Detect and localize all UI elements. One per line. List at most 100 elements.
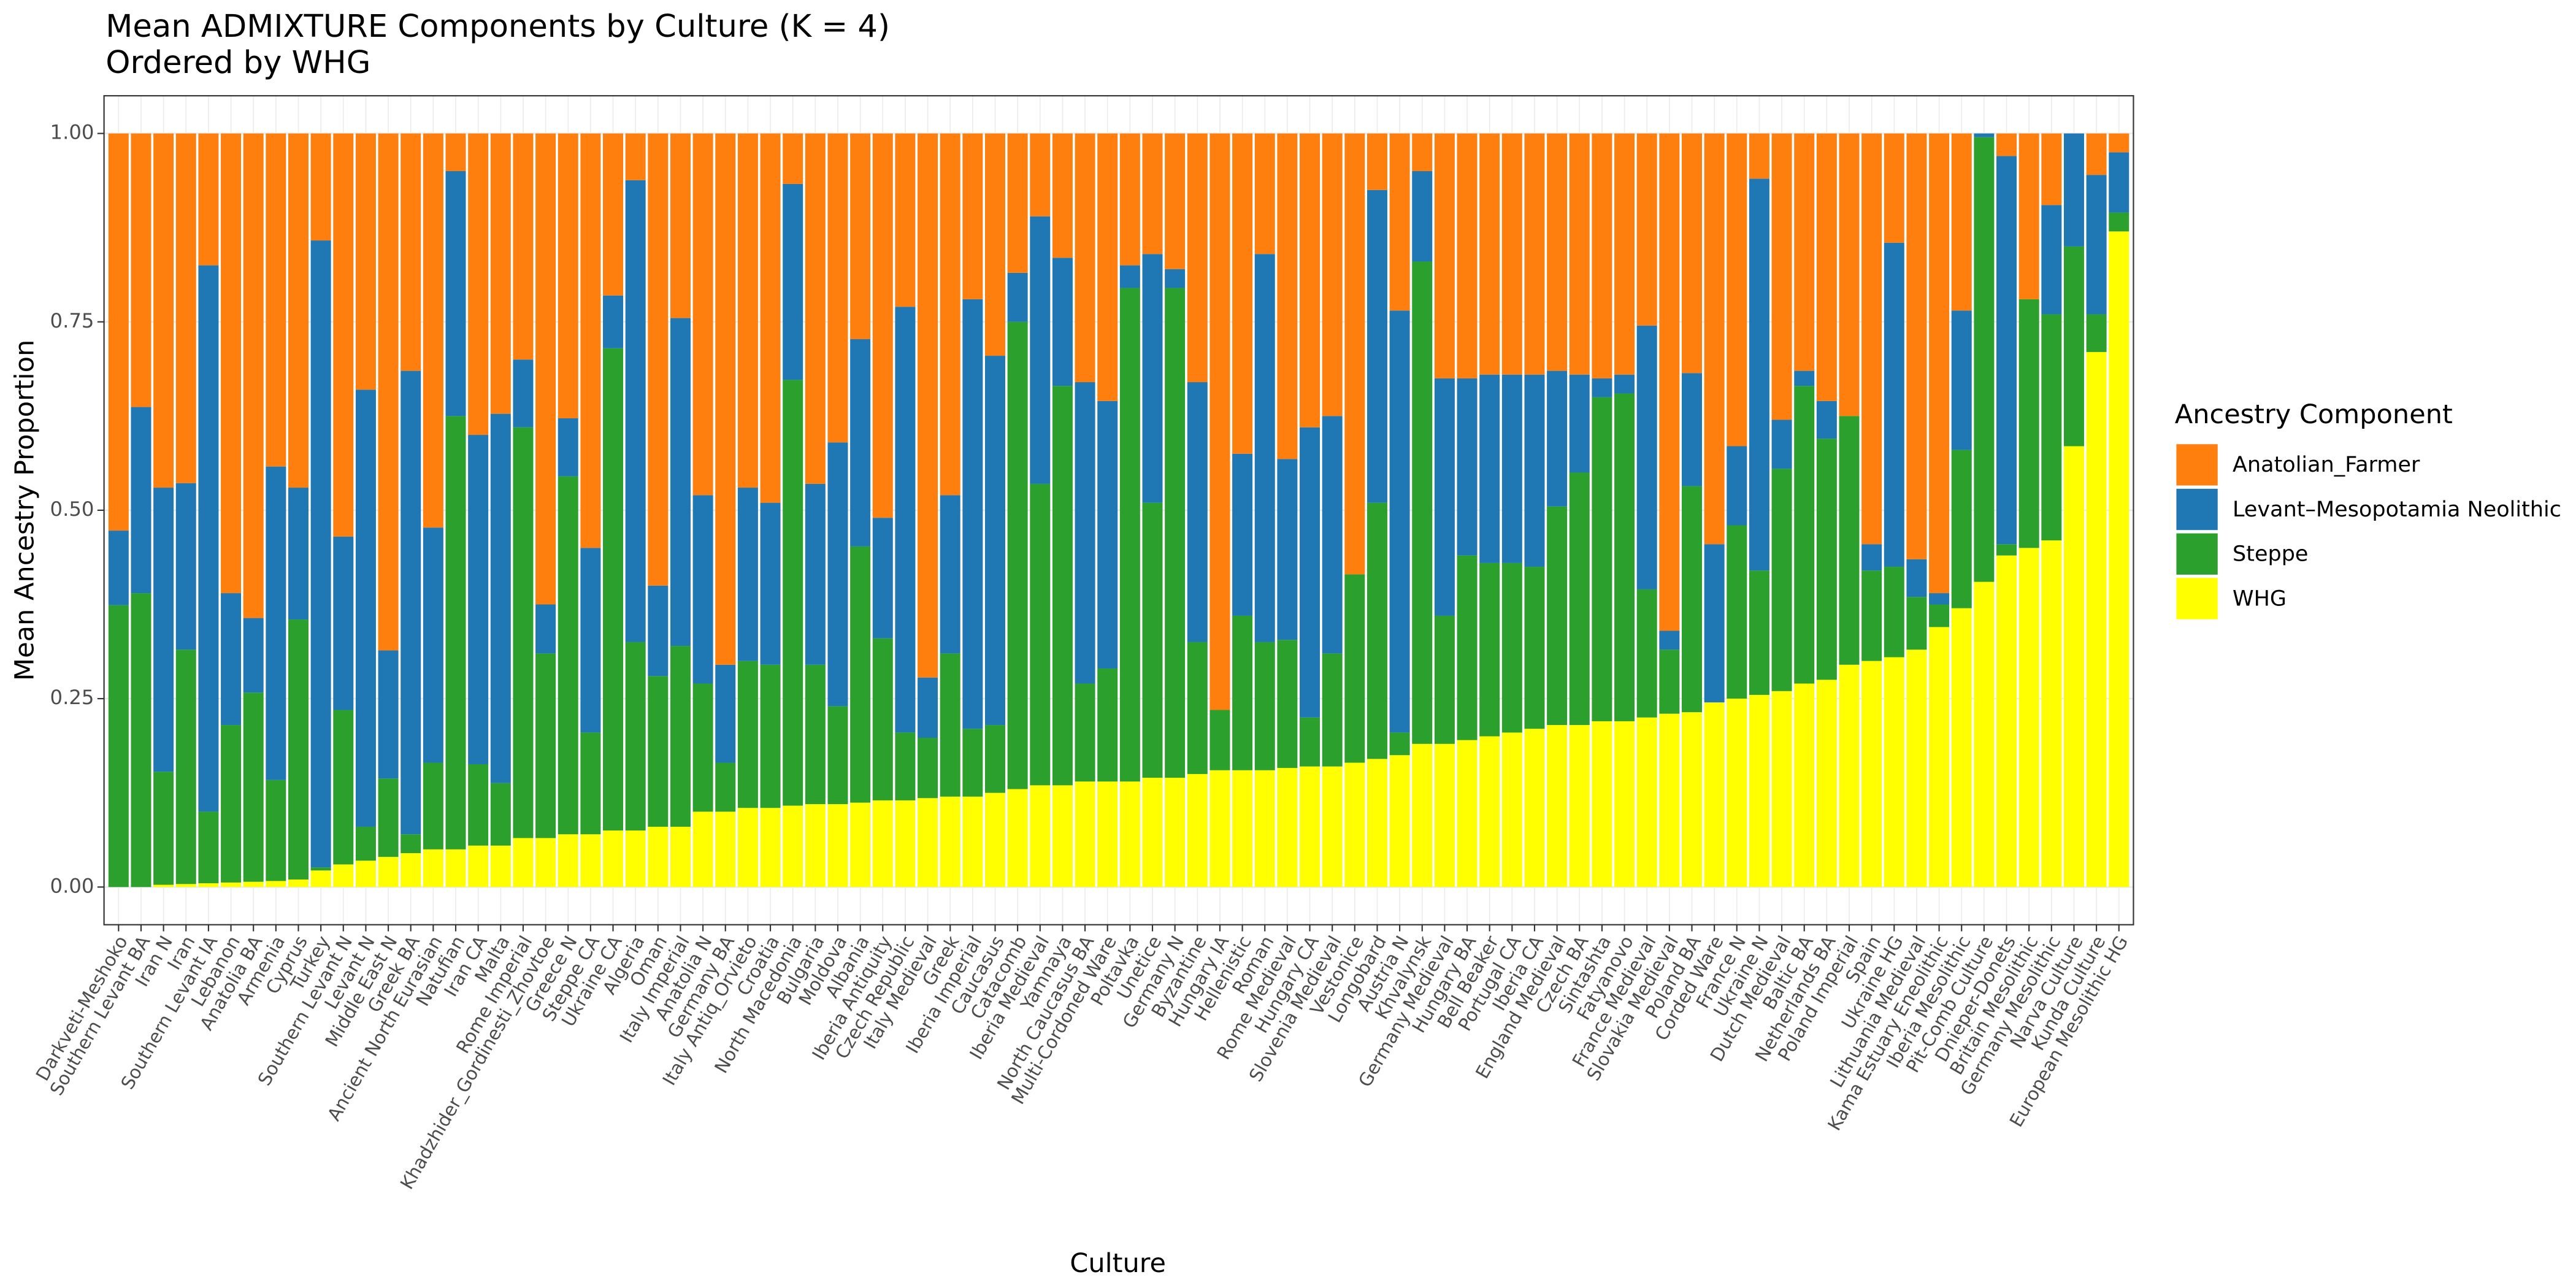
bar-segment (1142, 254, 1163, 503)
bar-segment (1614, 393, 1635, 721)
bar-segment (1030, 483, 1051, 786)
bar-segment (1592, 721, 1612, 887)
bar-segment (221, 882, 242, 887)
bar-segment (355, 861, 376, 887)
bar-segment (1300, 427, 1321, 718)
bar-segment (535, 604, 556, 654)
bar-segment (468, 764, 489, 846)
bar-segment (423, 527, 443, 763)
bar-segment (1254, 770, 1275, 887)
bar-segment (1479, 133, 1500, 375)
bar-segment (378, 857, 399, 887)
bar-segment (1030, 216, 1051, 484)
bar-segment (2018, 299, 2039, 548)
bar-segment (333, 710, 354, 865)
bar-segment (153, 772, 174, 885)
bar-segment (872, 518, 893, 638)
bar-segment (1007, 321, 1028, 789)
bar-segment (895, 133, 916, 307)
bar-segment (153, 133, 174, 488)
bar-segment (760, 133, 781, 503)
bar-segment (1007, 133, 1028, 273)
bar-segment (648, 826, 669, 887)
bar-segment (266, 881, 286, 887)
bar-segment (783, 380, 803, 806)
bar-segment (108, 531, 129, 605)
bar-segment (2041, 205, 2062, 315)
bar-segment (1524, 133, 1545, 375)
legend-swatch (2176, 578, 2218, 619)
bar-segment (221, 593, 242, 726)
bar-segment (1030, 133, 1051, 217)
bar-segment (513, 838, 534, 887)
bar-segment (1389, 755, 1410, 887)
bar-segment (490, 783, 511, 846)
bar-segment (2086, 351, 2107, 887)
bar-segment (580, 732, 601, 835)
bar-segment (310, 867, 331, 871)
bar-segment (760, 664, 781, 808)
bar-segment (1187, 133, 1208, 383)
bar-segment (1052, 133, 1073, 258)
bar-segment (940, 133, 960, 496)
y-tick-label: 0.75 (50, 309, 94, 332)
bar-segment (1929, 627, 1950, 887)
bar-segment (1119, 288, 1140, 782)
bar-segment (737, 808, 758, 887)
bar-segment (243, 881, 264, 887)
bar-segment (378, 650, 399, 779)
bar-segment (1569, 472, 1590, 726)
bar-segment (1636, 325, 1657, 589)
bar-segment (1501, 374, 1522, 563)
bar-segment (872, 638, 893, 800)
bar-segment (1052, 258, 1073, 386)
chart-title: Mean ADMIXTURE Components by Culture (K … (105, 9, 890, 45)
bar-segment (153, 488, 174, 772)
bar-segment (1142, 778, 1163, 887)
bar-segment (1839, 133, 1860, 416)
bar-segment (1300, 133, 1321, 427)
bar-segment (2086, 314, 2107, 352)
bar-segment (984, 356, 1005, 726)
bar-segment (1254, 133, 1275, 255)
bar-segment (1501, 133, 1522, 375)
bar-segment (1794, 133, 1815, 371)
bar-segment (648, 133, 669, 586)
bar-segment (850, 339, 871, 546)
bar-segment (625, 642, 646, 831)
bar-segment (243, 618, 264, 693)
bar-segment (940, 653, 960, 797)
bar-segment (1547, 506, 1568, 726)
bar-segment (1300, 717, 1321, 767)
chart-subtitle: Ordered by WHG (105, 45, 370, 81)
bar-segment (108, 605, 129, 887)
bar-segment (1344, 762, 1365, 887)
bar-segment (1569, 374, 1590, 473)
bar-segment (1277, 133, 1298, 459)
bar-segment (1075, 133, 1095, 383)
bar-segment (266, 466, 286, 780)
bar-segment (1592, 378, 1612, 397)
bar-segment (1232, 770, 1253, 887)
bar-segment (1727, 699, 1747, 887)
bar-segment (984, 792, 1005, 887)
bar-segment (1097, 781, 1118, 887)
bar-segment (1187, 382, 1208, 642)
bar-segment (1412, 171, 1433, 262)
bar-segment (1501, 732, 1522, 887)
bar-segment (1839, 416, 1860, 665)
bar-segment (1165, 288, 1186, 778)
bar-segment (1771, 469, 1792, 691)
bar-segment (895, 800, 916, 887)
bar-segment (1636, 589, 1657, 718)
bar-segment (1906, 650, 1927, 887)
y-tick-label: 1.00 (50, 121, 94, 144)
bar-segment (1861, 570, 1882, 661)
bar-segment (490, 133, 511, 414)
bar-segment (333, 536, 354, 710)
bar-segment (984, 725, 1005, 793)
bar-segment (1816, 680, 1837, 887)
bar-segment (513, 133, 534, 360)
bar-segment (984, 133, 1005, 356)
